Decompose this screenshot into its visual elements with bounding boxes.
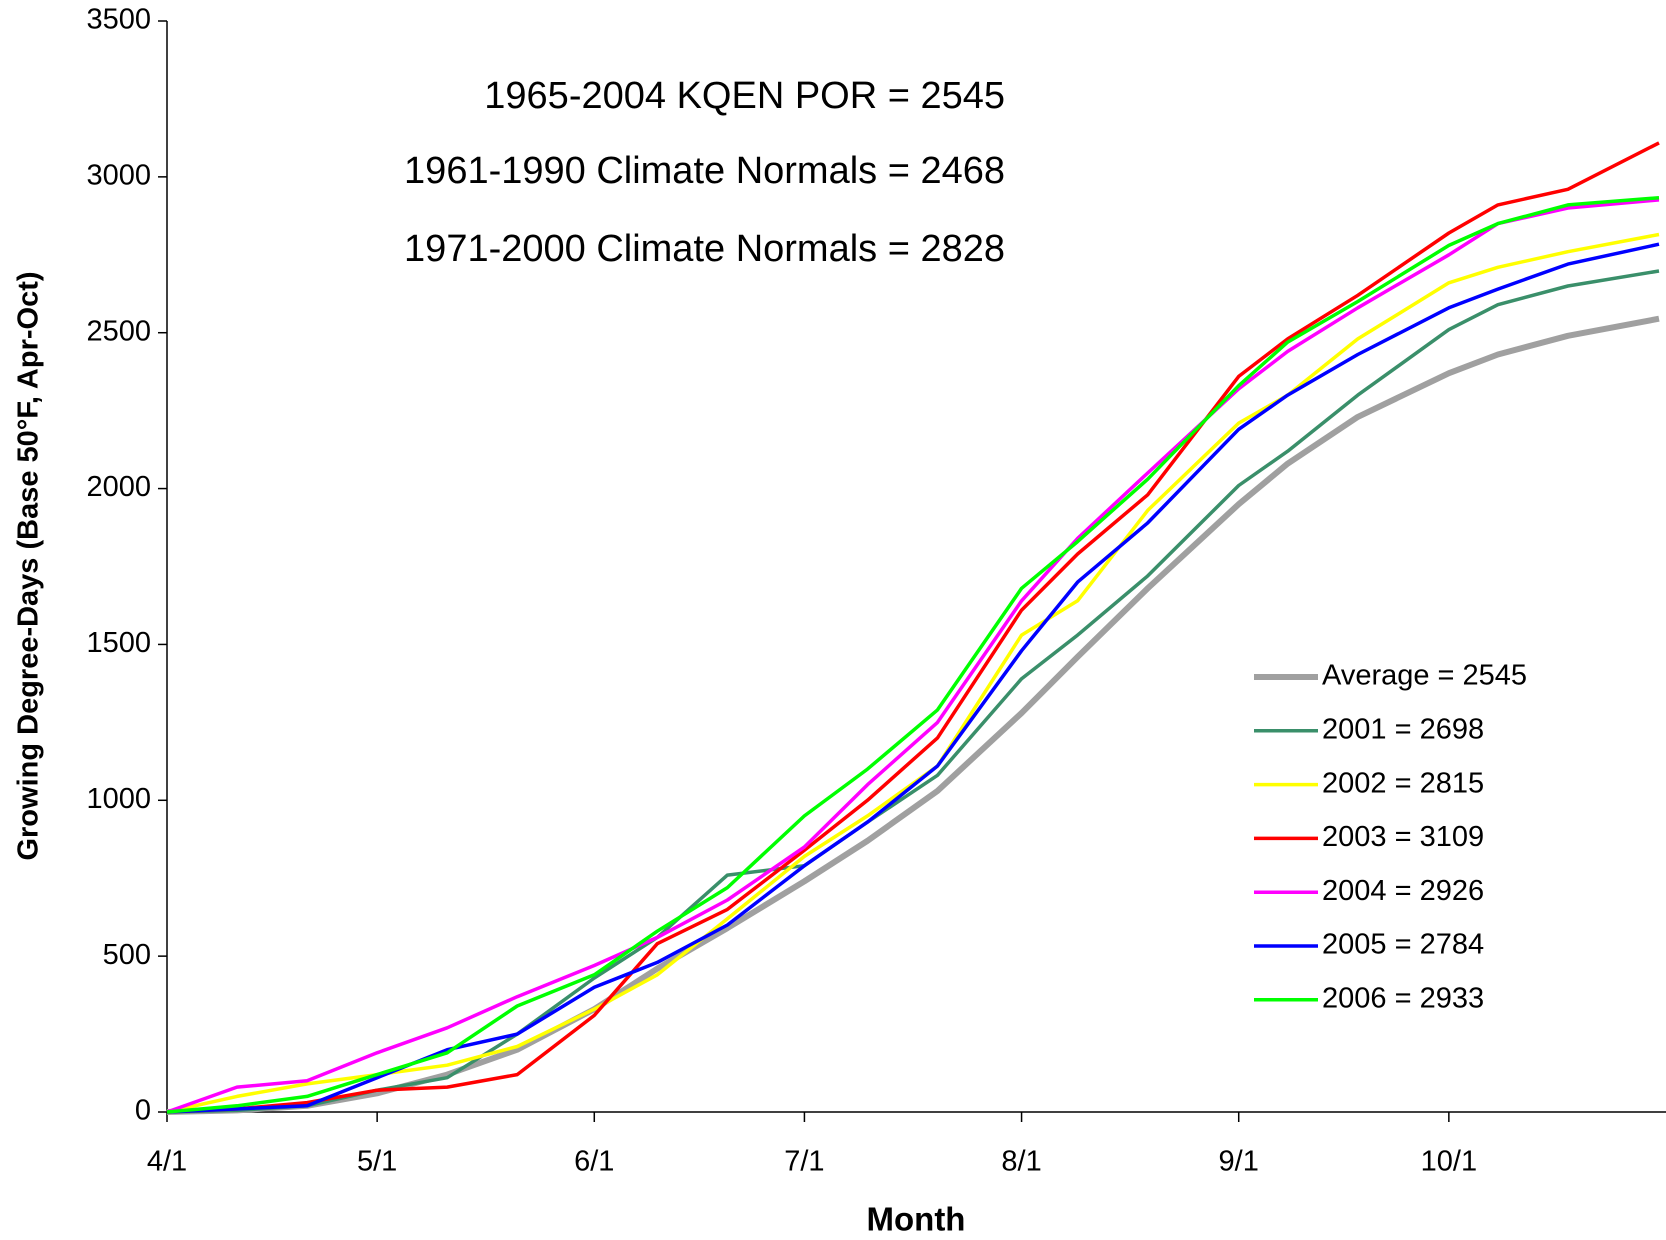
x-tick-label: 4/1	[147, 1146, 187, 1178]
annotation: 1971-2000 Climate Normals = 2828	[404, 228, 1005, 270]
series-line	[166, 195, 1660, 1114]
y-tick-label: 0	[135, 1095, 151, 1127]
y-tick-label: 2000	[86, 471, 151, 503]
legend-label: 2004 = 2926	[1322, 875, 1484, 907]
y-tick-label: 500	[103, 939, 151, 971]
y-axis-label: Growing Degree-Days (Base 50°F, Apr-Oct)	[13, 271, 45, 860]
legend-label: 2005 = 2784	[1322, 929, 1484, 961]
annotation: 1965-2004 KQEN POR = 2545	[484, 75, 1005, 117]
legend-label: 2001 = 2698	[1322, 713, 1484, 745]
y-tick-label: 1000	[86, 783, 151, 815]
legend-label: 2003 = 3109	[1322, 821, 1484, 853]
annotation: 1961-1990 Climate Normals = 2468	[404, 150, 1005, 192]
series-line	[166, 232, 1660, 1114]
x-tick-label: 9/1	[1219, 1146, 1259, 1178]
y-tick-label: 3000	[86, 160, 151, 192]
y-tick-label: 2500	[86, 315, 151, 347]
x-tick-label: 6/1	[574, 1146, 614, 1178]
series-line	[166, 198, 1660, 1114]
legend-label: 2002 = 2815	[1322, 767, 1484, 799]
x-tick-label: 7/1	[784, 1146, 824, 1178]
y-tick-label: 3500	[86, 4, 151, 36]
x-tick-label: 8/1	[1001, 1146, 1041, 1178]
legend-label: 2006 = 2933	[1322, 982, 1484, 1014]
x-axis-label: Month	[867, 1201, 966, 1238]
legend-label: Average = 2545	[1322, 660, 1527, 692]
series-line	[166, 141, 1660, 1114]
y-tick-label: 1500	[86, 627, 151, 659]
x-tick-label: 5/1	[357, 1146, 397, 1178]
x-tick-label: 10/1	[1421, 1146, 1477, 1178]
series-line	[166, 269, 1660, 1114]
